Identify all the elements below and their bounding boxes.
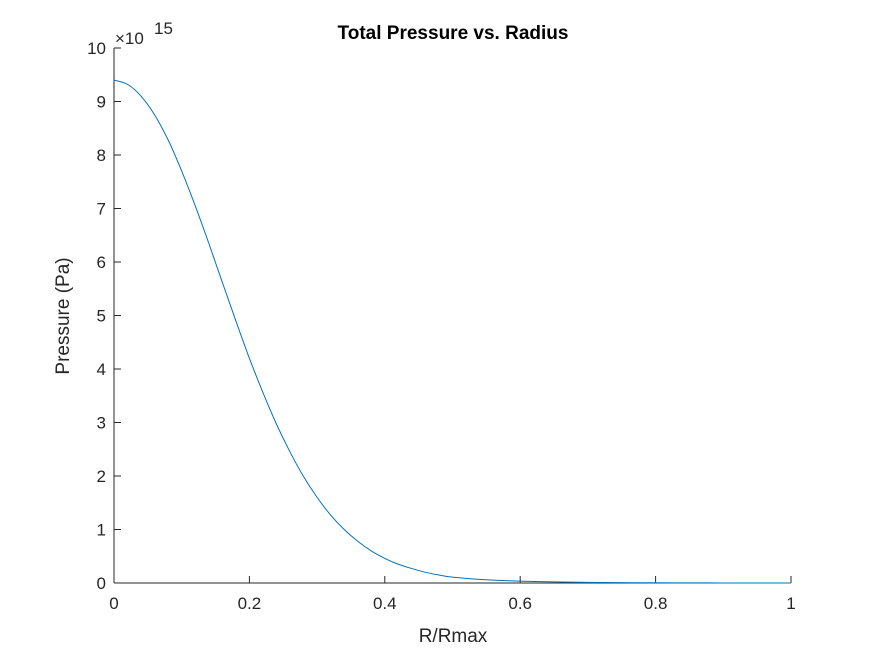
series-line — [113, 79, 792, 584]
y-tick-label: 7 — [97, 200, 106, 219]
x-tick-label: 0.4 — [373, 594, 397, 613]
y-tick-label: 3 — [97, 414, 106, 433]
y-axis-ticks: 0 1 2 3 4 5 6 7 8 9 10 — [87, 39, 121, 593]
x-tick-label: 0 — [109, 594, 118, 613]
x-tick-label: 0.6 — [508, 594, 532, 613]
y-axis-exponent-base: ×10 — [115, 29, 144, 48]
plot-area — [113, 79, 792, 584]
y-tick-label: 1 — [97, 521, 106, 540]
y-axis-exponent-power: 15 — [154, 19, 173, 38]
x-axis-ticks: 0 0.2 0.4 0.6 0.8 1 — [109, 576, 796, 613]
x-tick-label: 0.2 — [238, 594, 262, 613]
x-tick-label: 1 — [786, 594, 795, 613]
y-axis-exponent: ×10 15 — [115, 19, 173, 48]
y-tick-label: 0 — [97, 574, 106, 593]
axes — [113, 48, 791, 584]
y-tick-label: 8 — [97, 146, 106, 165]
x-tick-label: 0.8 — [644, 594, 668, 613]
y-tick-label: 5 — [97, 307, 106, 326]
y-tick-label: 2 — [97, 467, 106, 486]
y-axis-label: Pressure (Pa) — [53, 257, 74, 374]
chart-title: Total Pressure vs. Radius — [338, 23, 569, 44]
y-tick-label: 9 — [97, 93, 106, 112]
y-tick-label: 10 — [87, 39, 106, 58]
y-tick-label: 4 — [97, 360, 106, 379]
x-axis-label: R/Rmax — [419, 626, 488, 647]
y-tick-label: 6 — [97, 253, 106, 272]
